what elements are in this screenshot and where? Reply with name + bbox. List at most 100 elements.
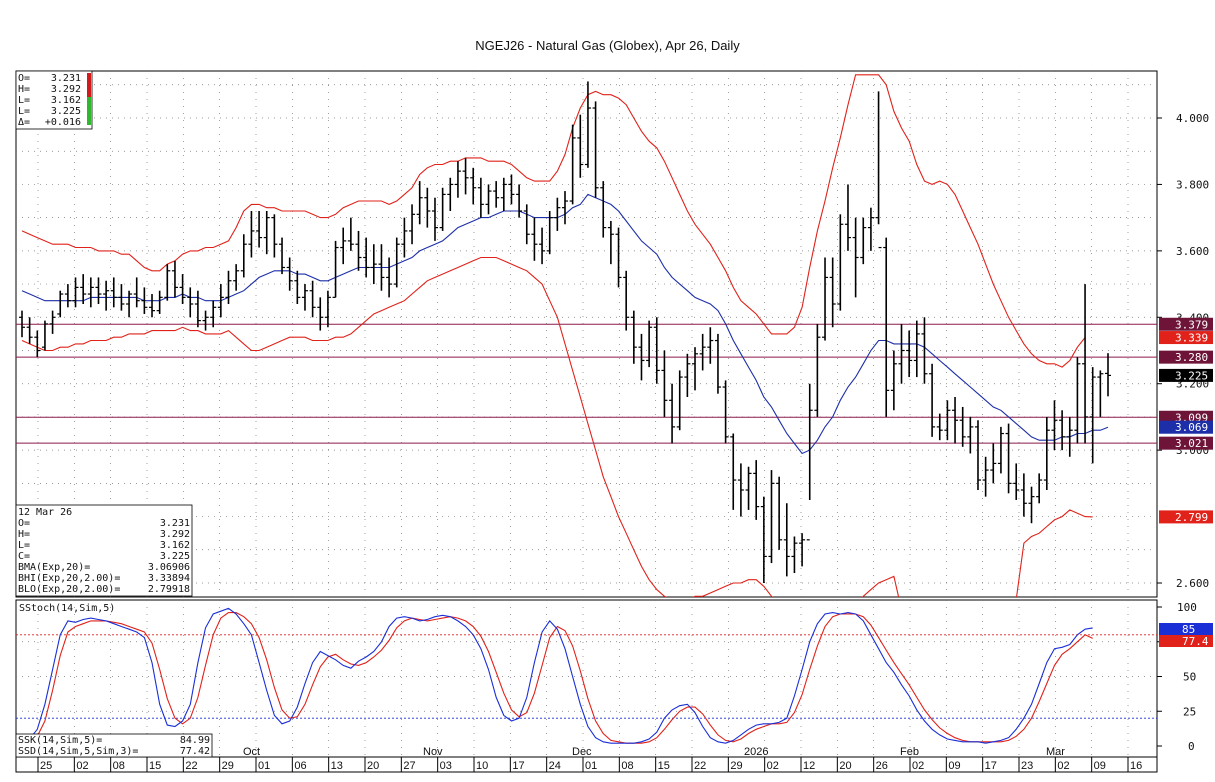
ohlc-bar [921, 317, 928, 384]
ohlc-bar [171, 260, 178, 298]
info-box-value: 3.33894 [148, 573, 190, 584]
ohlc-bar [722, 380, 729, 444]
info-box-key: BHI(Exp,20,2.00)= [18, 573, 120, 584]
ohlc-bar [286, 257, 293, 291]
ohlc-bar [562, 191, 568, 225]
ohlc-bar [982, 456, 989, 497]
ohlc-bar [439, 187, 446, 231]
date-axis-label: 09 [1094, 760, 1106, 772]
ohlc-legend-value: 3.231 [51, 73, 81, 84]
ohlc-bar [141, 287, 148, 314]
ohlc-bar [493, 181, 500, 208]
ohlc-bar [1043, 416, 1050, 490]
ohlc-bar [355, 230, 362, 271]
ohlc-legend-value: +0.016 [45, 117, 81, 128]
date-axis-label: 02 [767, 760, 779, 772]
ohlc-bar [952, 397, 959, 444]
info-box [15, 504, 193, 597]
ohlc-bar [409, 204, 416, 245]
ohlc-bar [523, 204, 530, 245]
date-axis-label: 27 [403, 760, 415, 772]
ohlc-bar [179, 274, 186, 304]
ohlc-bar [890, 350, 897, 411]
price-marker-box [1159, 368, 1213, 382]
ohlc-bar [913, 320, 920, 378]
ohlc-bar [737, 463, 744, 517]
ohlc-bar [156, 290, 163, 314]
ohlc-bar [944, 400, 951, 441]
date-axis-label: 23 [1021, 760, 1033, 772]
month-label: Feb [900, 746, 919, 758]
stoch-marker-label: 77.4 [1182, 635, 1209, 648]
price-axis-label: 2.600 [1176, 577, 1209, 590]
ohlc-bar [822, 257, 829, 341]
ohlc-bar [133, 277, 140, 308]
ohlc-bar [332, 240, 339, 298]
date-axis-label: 03 [440, 760, 452, 772]
stoch-legend-key: SSK(14,Sim,5)= [18, 735, 102, 746]
ohlc-bar [967, 416, 974, 454]
date-axis-label: 02 [76, 760, 88, 772]
ohlc-bar [684, 353, 691, 397]
ohlc-bar [26, 317, 33, 344]
ohlc-bar [118, 284, 125, 311]
ohlc-bar [791, 536, 798, 574]
ohlc-bar [799, 533, 806, 567]
ohlc-bar [72, 277, 79, 308]
ohlc-bar [386, 257, 393, 298]
price-marker-box [1159, 350, 1213, 364]
price-marker-label: 3.069 [1175, 421, 1208, 434]
ohlc-bar [210, 300, 217, 328]
date-axis-label: 09 [948, 760, 960, 772]
info-box-key: C= [18, 551, 30, 562]
info-box-value: 2.79918 [148, 584, 190, 595]
ohlc-bar [217, 284, 224, 318]
ohlc-bar [347, 217, 354, 251]
ohlc-bar [584, 81, 591, 168]
date-axis-label: 29 [222, 760, 234, 772]
ohlc-bar [57, 290, 64, 318]
ohlc-bar [500, 177, 507, 211]
ohlc-bar [661, 350, 668, 417]
price-series-group [19, 74, 1111, 597]
ohlc-bar [317, 297, 324, 331]
price-marker-label: 3.225 [1175, 369, 1208, 382]
lower-band-line [21, 256, 1093, 597]
date-axis-label: 17 [512, 760, 524, 772]
ohlc-bar [1105, 353, 1111, 397]
ohlc-bar [263, 211, 270, 255]
ohlc-bar [470, 167, 477, 205]
ohlc-bar [814, 323, 821, 417]
ohlc-range-green [87, 97, 91, 125]
ohlc-legend-key: H= [18, 84, 30, 95]
stoch-k-line [21, 607, 1093, 744]
ohlc-bar [1028, 486, 1035, 524]
date-axis-label: 01 [585, 760, 597, 772]
ohlc-bar [607, 220, 614, 265]
info-box-key: BLO(Exp,20,2.00)= [18, 584, 120, 595]
ohlc-bar [898, 323, 905, 384]
price-marker-label: 3.280 [1175, 351, 1208, 364]
ohlc-bar [103, 280, 110, 311]
upper-band-line [21, 74, 1086, 368]
ohlc-bar [164, 264, 171, 301]
ohlc-bar [768, 470, 775, 564]
stoch-marker-box [1159, 635, 1213, 647]
stoch-legend-box [15, 733, 213, 758]
month-label: Mar [1046, 746, 1065, 758]
ohlc-bar [638, 333, 645, 381]
ohlc-bar [867, 207, 874, 251]
ohlc-bar [431, 197, 438, 241]
ohlc-bar [860, 217, 867, 265]
ohlc-bar [279, 237, 286, 275]
ohlc-bar [370, 244, 377, 285]
ohlc-bar [202, 310, 209, 331]
price-marker-box [1159, 420, 1213, 434]
date-axis-label: 02 [1057, 760, 1069, 772]
price-marker-box [1159, 436, 1213, 450]
ohlc-bar [844, 184, 851, 251]
date-axis-label: 24 [549, 760, 561, 772]
ohlc-legend-value: 3.225 [51, 106, 81, 117]
ohlc-bar [990, 443, 997, 484]
date-axis-label: 26 [876, 760, 888, 772]
